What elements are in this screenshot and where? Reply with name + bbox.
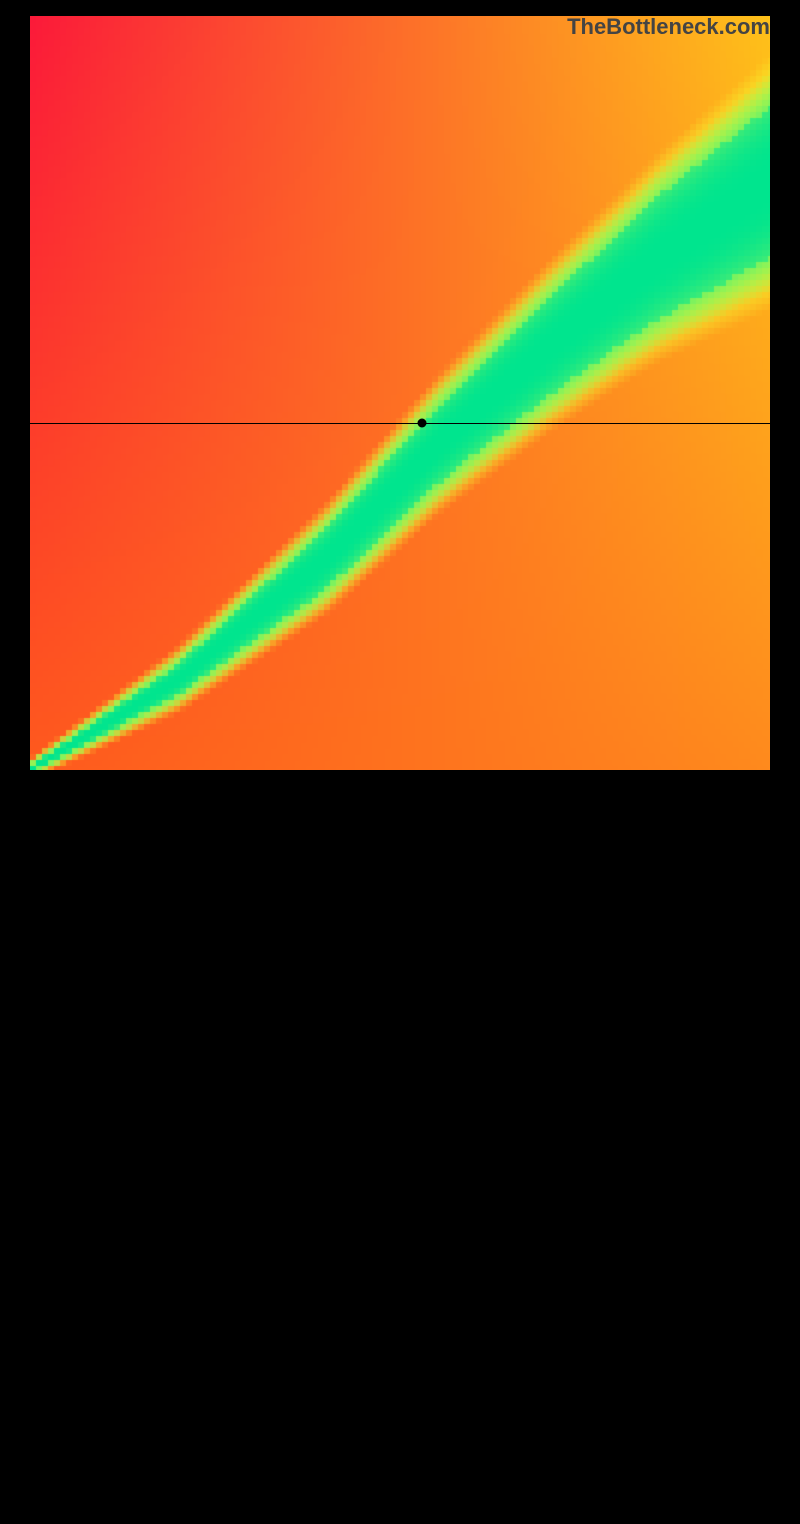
heatmap-canvas — [30, 16, 770, 770]
marker-dot — [418, 419, 427, 428]
watermark-text: TheBottleneck.com — [567, 14, 770, 40]
crosshair-vertical — [422, 770, 423, 1524]
crosshair-horizontal — [30, 423, 770, 424]
plot-area: TheBottleneck.com — [30, 16, 770, 770]
